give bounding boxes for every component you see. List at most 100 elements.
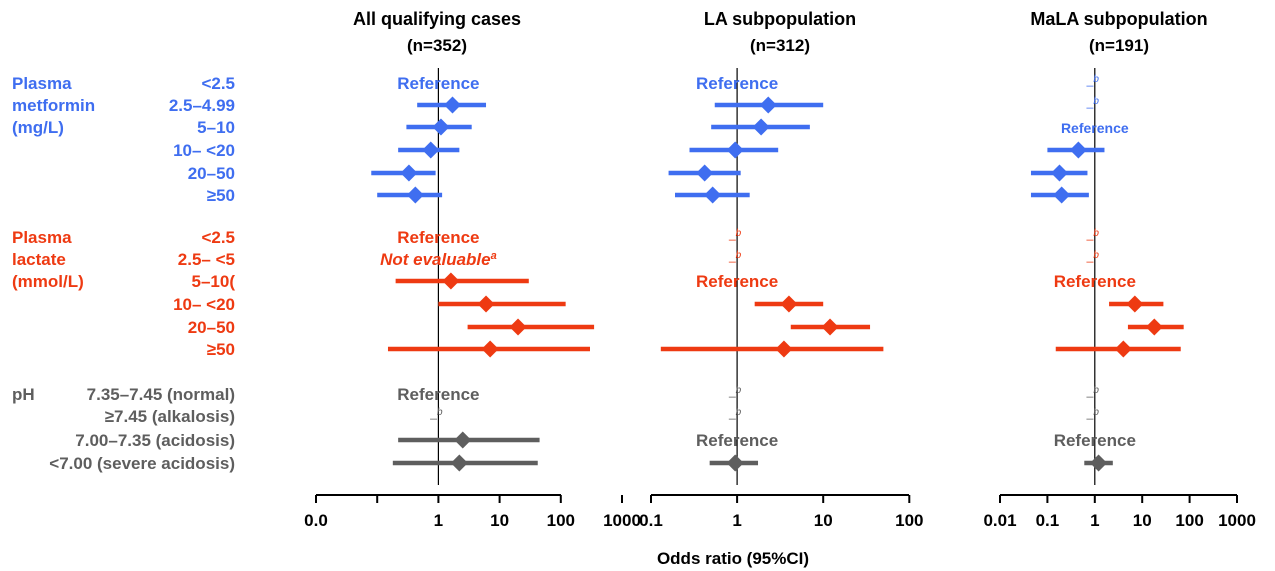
not-estimable-footnote: b [736, 250, 742, 261]
not-estimable-mark: _b [728, 384, 742, 398]
not-estimable-footnote: b [1093, 385, 1099, 396]
not-estimable-footnote: b [1093, 74, 1099, 85]
reference-label: Reference [1054, 272, 1136, 291]
lactate-level-label: 10– <20 [173, 295, 235, 314]
x-tick-label: 0.0 [304, 511, 328, 530]
metformin-level-label: <2.5 [201, 74, 235, 93]
odds-ratio-marker [726, 141, 744, 159]
not-estimable-footnote: b [1093, 407, 1099, 418]
panel-subtitle: (n=312) [750, 36, 810, 55]
x-axis-label: Odds ratio (95%CI) [657, 549, 809, 568]
lactate-level-label: ≥50 [207, 340, 235, 359]
x-tick-label: 100 [1175, 511, 1203, 530]
ph-level-label: <7.00 (severe acidosis) [49, 454, 235, 473]
not-estimable-mark: _b [728, 406, 742, 420]
ph-group-title-line: pH [12, 385, 35, 404]
odds-ratio-marker [509, 318, 527, 336]
reference-label: Reference [696, 74, 778, 93]
reference-label: Reference [1061, 120, 1129, 136]
odds-ratio-marker [477, 295, 495, 313]
panel-title: LA subpopulation [704, 9, 856, 29]
odds-ratio-marker [752, 118, 770, 136]
not-evaluable-footnote: a [491, 250, 497, 262]
not-estimable-footnote: b [736, 385, 742, 396]
odds-ratio-marker [1126, 295, 1144, 313]
panel-title: MaLA subpopulation [1030, 9, 1207, 29]
not-estimable-mark: _b [728, 249, 742, 263]
not-estimable-footnote: b [736, 228, 742, 239]
x-tick-label: 1000 [603, 511, 641, 530]
not-estimable-mark: _b [1086, 95, 1100, 109]
x-tick-label: 10 [490, 511, 509, 530]
odds-ratio-marker [1053, 186, 1071, 204]
panel-title: All qualifying cases [353, 9, 521, 29]
reference-label: Reference [696, 431, 778, 450]
odds-ratio-marker [1114, 340, 1132, 358]
not-estimable-footnote: b [437, 407, 443, 418]
x-tick-label: 10 [814, 511, 833, 530]
panel-subtitle: (n=352) [407, 36, 467, 55]
metformin-group-title-line: metformin [12, 96, 95, 115]
metformin-level-label: 2.5–4.99 [169, 96, 235, 115]
ph-level-label: 7.35–7.45 (normal) [87, 385, 235, 404]
lactate-level-label: 2.5– <5 [178, 250, 235, 269]
odds-ratio-marker [1090, 454, 1108, 472]
odds-ratio-marker [481, 340, 499, 358]
not-estimable-footnote: b [1093, 96, 1099, 107]
not-estimable-mark: _b [1086, 384, 1100, 398]
odds-ratio-marker [1145, 318, 1163, 336]
lactate-level-label: 20–50 [188, 318, 235, 337]
x-tick-label: 100 [547, 511, 575, 530]
odds-ratio-marker [775, 340, 793, 358]
metformin-level-label: 5–10 [197, 118, 235, 137]
odds-ratio-marker [442, 272, 460, 290]
odds-ratio-marker [422, 141, 440, 159]
reference-label: Reference [397, 74, 479, 93]
x-tick-label: 0.1 [1036, 511, 1060, 530]
odds-ratio-marker [821, 318, 839, 336]
odds-ratio-marker [450, 454, 468, 472]
not-estimable-mark: _b [1086, 73, 1100, 87]
x-tick-label: 10 [1133, 511, 1152, 530]
odds-ratio-marker [400, 164, 418, 182]
odds-ratio-marker [726, 454, 744, 472]
odds-ratio-marker [1050, 164, 1068, 182]
metformin-group-title-line: Plasma [12, 74, 72, 93]
reference-label: Reference [397, 228, 479, 247]
not-estimable-mark: _b [1086, 406, 1100, 420]
x-tick-label: 1 [1090, 511, 1099, 530]
not-estimable-mark: _b [728, 227, 742, 241]
metformin-level-label: 20–50 [188, 164, 235, 183]
ph-level-label: 7.00–7.35 (acidosis) [75, 431, 235, 450]
odds-ratio-marker [444, 96, 462, 114]
reference-label: Reference [1054, 431, 1136, 450]
not-estimable-mark: _b [1086, 227, 1100, 241]
metformin-level-label: 10– <20 [173, 141, 235, 160]
lactate-group-title-line: lactate [12, 250, 66, 269]
ph-level-label: ≥7.45 (alkalosis) [105, 407, 235, 426]
not-estimable-footnote: b [736, 407, 742, 418]
not-estimable-mark: _b [1086, 249, 1100, 263]
metformin-group-title-line: (mg/L) [12, 118, 64, 137]
x-tick-label: 100 [895, 511, 923, 530]
x-tick-label: 1 [732, 511, 741, 530]
x-tick-label: 0.1 [639, 511, 663, 530]
odds-ratio-marker [780, 295, 798, 313]
panel-subtitle: (n=191) [1089, 36, 1149, 55]
odds-ratio-marker [454, 431, 472, 449]
lactate-group-title-line: Plasma [12, 228, 72, 247]
not-estimable-mark: _b [429, 406, 443, 420]
not-estimable-footnote: b [1093, 250, 1099, 261]
x-tick-label: 1000 [1218, 511, 1256, 530]
not-estimable-footnote: b [1093, 228, 1099, 239]
reference-label: Reference [397, 385, 479, 404]
odds-ratio-marker [704, 186, 722, 204]
x-tick-label: 1 [434, 511, 443, 530]
odds-ratio-marker [759, 96, 777, 114]
lactate-level-label: 5–10( [192, 272, 236, 291]
odds-ratio-marker [406, 186, 424, 204]
metformin-level-label: ≥50 [207, 186, 235, 205]
not-evaluable-label: Not evaluablea [380, 250, 497, 269]
lactate-level-label: <2.5 [201, 228, 235, 247]
